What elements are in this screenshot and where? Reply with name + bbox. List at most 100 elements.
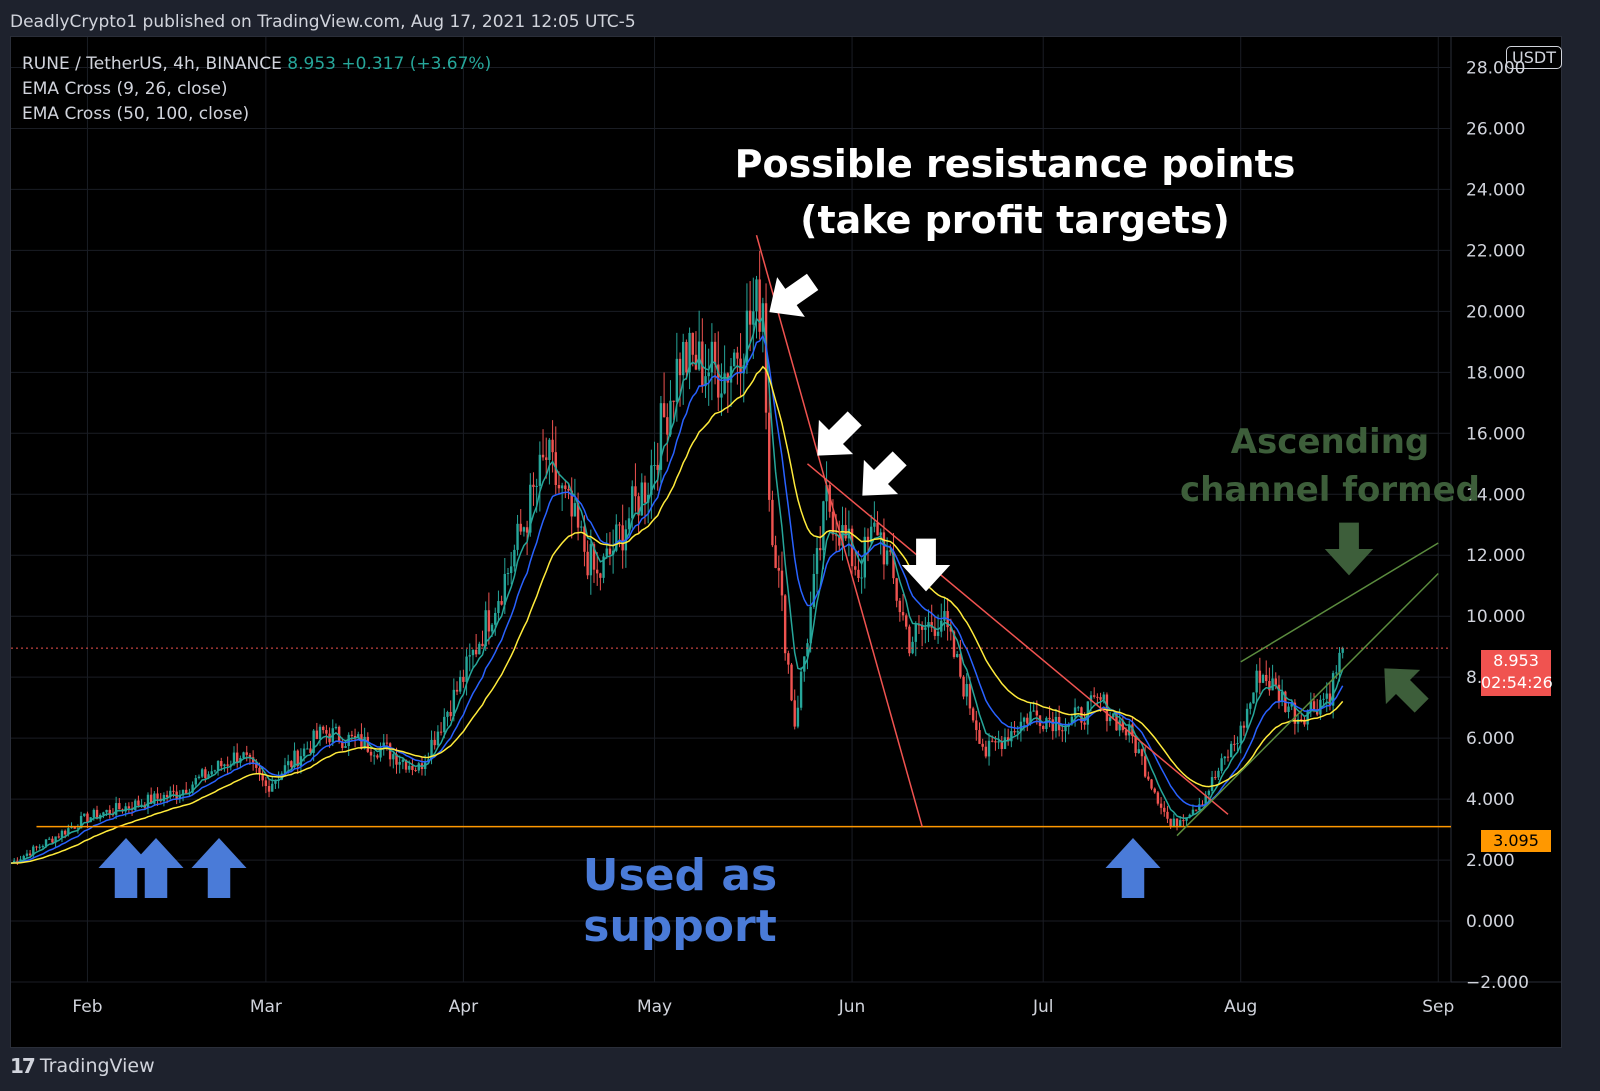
candle-body bbox=[51, 838, 54, 843]
candle-body bbox=[1035, 710, 1039, 716]
candle-body bbox=[1051, 719, 1054, 732]
steep-resistance-line bbox=[755, 234, 923, 827]
candle-body bbox=[742, 365, 745, 374]
candle-body bbox=[274, 780, 277, 784]
candle-body bbox=[968, 684, 972, 709]
candle-body bbox=[439, 731, 443, 733]
candle-body bbox=[672, 400, 675, 402]
candle-body bbox=[411, 765, 414, 771]
candles bbox=[12, 250, 1344, 865]
channel-arrow-up-left-icon bbox=[1384, 668, 1429, 713]
channel-arrow-down-icon-shape bbox=[1324, 522, 1374, 576]
candle-body bbox=[449, 711, 452, 717]
candle-body bbox=[334, 726, 338, 729]
candle-body bbox=[468, 655, 471, 657]
candle-body bbox=[854, 566, 857, 570]
candle-body bbox=[509, 566, 513, 574]
candle-body bbox=[866, 536, 870, 543]
candle-body bbox=[60, 830, 64, 838]
candle-body bbox=[481, 643, 484, 647]
candle-body bbox=[258, 767, 261, 775]
candle-body bbox=[16, 860, 19, 863]
candle-body bbox=[570, 490, 573, 517]
ema-slow-line bbox=[11, 365, 1344, 864]
candle-body bbox=[1226, 756, 1230, 758]
candle-body bbox=[108, 809, 111, 815]
tradingview-footer[interactable]: 17 TradingView bbox=[10, 1054, 155, 1078]
support-arrow-1-icon-shape bbox=[98, 838, 154, 898]
x-tick-label: Apr bbox=[449, 997, 478, 1017]
candle-body bbox=[210, 771, 213, 775]
resistance-arrow-2-icon bbox=[817, 411, 862, 456]
candle-body bbox=[589, 544, 593, 576]
symbol-name[interactable]: RUNE / TetherUS, 4h, BINANCE bbox=[22, 54, 282, 74]
price-chart[interactable]: 28.000 26.000 24.000 22.000 20.000 18.000 16.0… bbox=[11, 37, 1561, 1047]
candle-body bbox=[1191, 809, 1195, 815]
candle-body bbox=[825, 485, 828, 502]
candle-body bbox=[857, 569, 860, 579]
candle-body bbox=[430, 739, 433, 760]
candle-body bbox=[286, 761, 290, 766]
ema-cross-fast[interactable]: EMA Cross (9, 26, close) bbox=[22, 79, 228, 99]
candle-body bbox=[1300, 719, 1303, 721]
candle-body bbox=[975, 720, 978, 731]
candle-body bbox=[659, 403, 663, 470]
resistance-arrow-1-icon-shape bbox=[769, 273, 819, 317]
support-arrow-4-icon bbox=[1105, 838, 1161, 898]
candle-body bbox=[1102, 694, 1105, 700]
channel-upper-line bbox=[1240, 542, 1439, 663]
candle-body bbox=[353, 735, 357, 738]
tradingview-logo-icon: 17 bbox=[10, 1054, 36, 1078]
ema-cross-slow[interactable]: EMA Cross (50, 100, close) bbox=[22, 104, 250, 124]
y-tick-label: 14.000 bbox=[1466, 485, 1525, 505]
y-tick-label: 0.000 bbox=[1466, 912, 1515, 932]
candle-body bbox=[955, 654, 959, 657]
candle-body bbox=[1214, 777, 1217, 779]
candle-body bbox=[819, 548, 822, 551]
candle-body bbox=[634, 486, 637, 497]
candle-body bbox=[79, 815, 83, 829]
candle-body bbox=[204, 769, 207, 779]
resistance-annotation: Possible resistance points (take profit … bbox=[700, 136, 1330, 248]
candle-body bbox=[89, 817, 92, 823]
candle-body bbox=[879, 532, 882, 536]
candle-body bbox=[261, 774, 264, 781]
currency-unit-badge[interactable]: USDT bbox=[1506, 46, 1562, 69]
candle-body bbox=[809, 606, 812, 644]
x-tick-label: Jul bbox=[1032, 997, 1054, 1017]
candle-body bbox=[267, 786, 271, 792]
candle-body bbox=[134, 800, 137, 811]
candle-body bbox=[1013, 731, 1016, 733]
candle-body bbox=[933, 627, 937, 636]
candle-body bbox=[1252, 692, 1255, 704]
candle-body bbox=[455, 689, 459, 692]
candle-body bbox=[1274, 678, 1277, 685]
candle-body bbox=[1182, 820, 1185, 822]
candle-body bbox=[385, 742, 389, 744]
candle-body bbox=[1309, 701, 1313, 711]
candle-body bbox=[1335, 672, 1338, 674]
y-tick-label: −2.000 bbox=[1466, 973, 1529, 993]
candle-body bbox=[688, 332, 691, 373]
candle-body bbox=[376, 755, 379, 758]
candle-body bbox=[1185, 817, 1188, 821]
candle-body bbox=[181, 789, 185, 796]
y-tick-label: 26.000 bbox=[1466, 119, 1525, 139]
candle-body bbox=[682, 341, 685, 376]
candle-body bbox=[713, 341, 717, 365]
support-level-tag: 3.095 bbox=[1481, 830, 1551, 852]
candle-body bbox=[675, 358, 679, 402]
candle-body bbox=[500, 601, 503, 605]
candle-body bbox=[602, 556, 605, 578]
candle-body bbox=[701, 341, 704, 387]
candle-body bbox=[538, 454, 542, 486]
candle-body bbox=[541, 454, 545, 458]
candle-body bbox=[1163, 807, 1166, 812]
candle-body bbox=[172, 790, 175, 792]
candle-body bbox=[417, 763, 420, 771]
y-axis: 28.000 26.000 24.000 22.000 20.000 18.000 16.0… bbox=[1466, 58, 1529, 993]
candle-body bbox=[573, 503, 577, 517]
chart-frame[interactable]: 28.000 26.000 24.000 22.000 20.000 18.000 16.0… bbox=[10, 36, 1562, 1048]
candle-body bbox=[710, 341, 714, 373]
candle-body bbox=[318, 726, 322, 740]
